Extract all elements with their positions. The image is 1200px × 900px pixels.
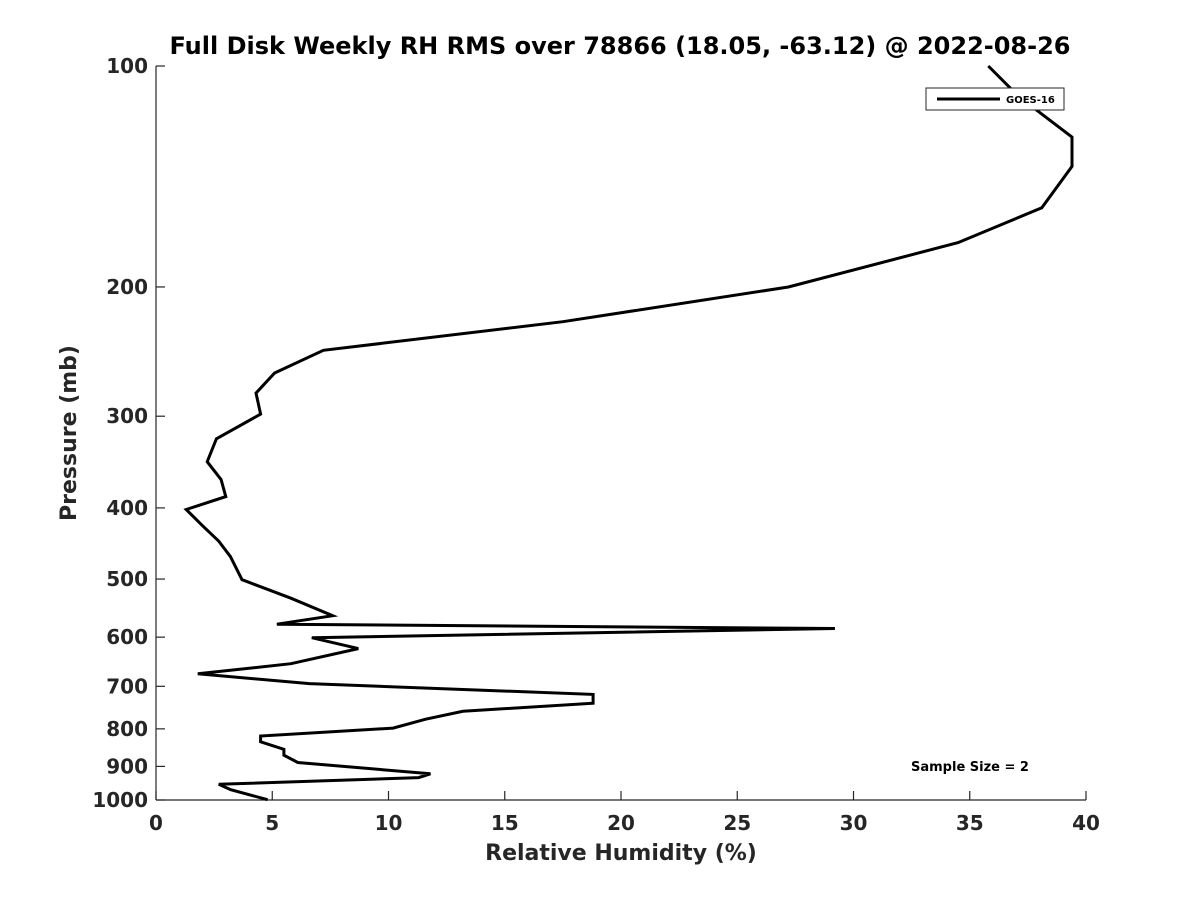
y-tick-label: 100 [106,54,148,78]
y-tick-label: 500 [106,567,148,591]
y-axis-label: Pressure (mb) [57,345,82,521]
legend-label-goes-16: GOES-16 [1006,95,1055,106]
x-tick-label: 25 [723,811,751,835]
y-tick-label: 200 [106,275,148,299]
x-tick-label: 30 [840,811,868,835]
x-tick-label: 5 [265,811,279,835]
y-tick-label: 600 [106,625,148,649]
y-tick-label: 800 [106,717,148,741]
x-tick-label: 10 [375,811,403,835]
x-axis-label: Relative Humidity (%) [485,841,757,866]
y-tick-label: 1000 [92,788,148,812]
plot-area [155,66,1086,801]
y-tick-label: 400 [106,496,148,520]
x-tick-label: 35 [956,811,984,835]
x-tick-label: 40 [1072,811,1100,835]
x-tick-label: 20 [607,811,635,835]
y-tick-label: 700 [106,674,148,698]
legend: GOES-16 [925,87,1065,111]
y-tick-label: 900 [106,754,148,778]
chart-title: Full Disk Weekly RH RMS over 78866 (18.0… [169,32,1070,60]
y-axis-ticks: 100 200 300 400 500 600 700 800 900 1000 [92,54,165,812]
x-axis-ticks: 0 5 10 15 20 25 30 35 40 [149,791,1100,835]
x-tick-label: 15 [491,811,519,835]
x-tick-label: 0 [149,811,163,835]
sample-size-annotation: Sample Size = 2 [911,760,1029,775]
y-tick-label: 300 [106,404,148,428]
goes-16-series-line [183,64,1074,802]
